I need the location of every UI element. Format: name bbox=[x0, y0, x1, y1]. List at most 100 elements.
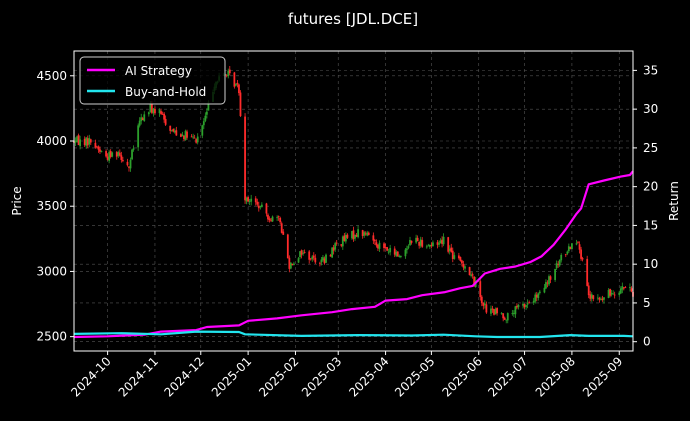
candle-body bbox=[589, 294, 592, 299]
candle-body bbox=[335, 242, 338, 244]
candle-body bbox=[126, 161, 129, 166]
price-candles bbox=[73, 65, 634, 324]
candle-body bbox=[205, 111, 208, 115]
candle-body bbox=[560, 254, 563, 261]
left-tick-label: 4500 bbox=[36, 69, 67, 83]
candle-body bbox=[399, 255, 402, 257]
candle-body bbox=[83, 138, 86, 145]
candle-body bbox=[141, 118, 144, 121]
candle-body bbox=[503, 317, 506, 320]
candle-body bbox=[288, 257, 291, 269]
right-tick-label: 15 bbox=[643, 218, 658, 232]
candle-body bbox=[309, 258, 312, 260]
candle-body bbox=[571, 243, 573, 250]
candle-body bbox=[622, 287, 625, 289]
candle-body bbox=[260, 204, 263, 207]
candle-body bbox=[74, 140, 77, 143]
candle-body bbox=[160, 111, 162, 115]
candle-body bbox=[430, 244, 433, 246]
candle-body bbox=[99, 149, 101, 152]
candle-body bbox=[546, 282, 549, 284]
right-tick-label: 35 bbox=[643, 63, 658, 77]
candle-body bbox=[471, 274, 474, 276]
candle-body bbox=[299, 251, 301, 258]
candle-body bbox=[549, 276, 552, 280]
candle-body bbox=[137, 125, 140, 148]
candle-body bbox=[280, 223, 283, 233]
candle-body bbox=[270, 219, 272, 221]
candle-body bbox=[132, 148, 135, 150]
candle-body bbox=[357, 229, 359, 238]
candle-body bbox=[271, 216, 274, 222]
candle-body bbox=[462, 263, 465, 268]
candle-body bbox=[480, 296, 483, 304]
candle-body bbox=[86, 138, 89, 146]
candle-body bbox=[612, 293, 615, 295]
candle-body bbox=[76, 136, 78, 142]
candle-body bbox=[516, 306, 518, 308]
candle-body bbox=[173, 130, 176, 133]
candle-body bbox=[522, 303, 524, 306]
candle-body bbox=[406, 248, 408, 250]
candle-body bbox=[366, 232, 369, 236]
candle-body bbox=[97, 146, 100, 150]
candle-body bbox=[247, 196, 250, 202]
candle-body bbox=[416, 237, 419, 242]
candle-body bbox=[502, 313, 505, 319]
candle-body bbox=[548, 276, 550, 285]
candle-body bbox=[158, 110, 161, 114]
candle-body bbox=[567, 246, 570, 252]
candle-body bbox=[228, 69, 231, 74]
candle-body bbox=[613, 294, 616, 296]
candle-body bbox=[300, 250, 303, 255]
candle-body bbox=[629, 287, 631, 288]
candle-body bbox=[254, 198, 257, 203]
candle-body bbox=[248, 200, 251, 202]
candle-body bbox=[163, 113, 166, 120]
candle-body bbox=[375, 242, 378, 246]
series-line-buy-and-hold bbox=[73, 330, 634, 339]
candle-body bbox=[143, 114, 146, 121]
candle-body bbox=[289, 262, 292, 269]
candle-body bbox=[293, 263, 295, 266]
candle-body bbox=[355, 234, 358, 237]
candle-body bbox=[192, 136, 195, 138]
candle-body bbox=[367, 232, 370, 235]
candle-body bbox=[603, 297, 605, 300]
candle-body bbox=[630, 288, 633, 292]
candle-body bbox=[442, 236, 445, 245]
candle-body bbox=[303, 252, 306, 253]
candle-body bbox=[291, 263, 294, 266]
candle-body bbox=[618, 292, 621, 295]
candle-body bbox=[181, 134, 184, 137]
left-tick-label: 2500 bbox=[36, 330, 67, 344]
candle-body bbox=[118, 152, 121, 156]
candle-body bbox=[186, 131, 188, 138]
left-axis-label: Price bbox=[10, 186, 24, 215]
right-y-axis: 0 5 10 15 20 25 30 35 bbox=[633, 63, 658, 349]
candle-body bbox=[170, 129, 173, 131]
candle-body bbox=[473, 276, 476, 286]
candle-body bbox=[180, 134, 182, 137]
candle-body bbox=[105, 151, 107, 157]
candle-body bbox=[493, 309, 495, 315]
candle-body bbox=[302, 252, 304, 254]
candle-body bbox=[525, 305, 527, 307]
candle-body bbox=[609, 288, 611, 296]
chart-title: futures [JDL.DCE] bbox=[288, 10, 418, 28]
candle-body bbox=[441, 239, 443, 244]
candle-body bbox=[183, 135, 185, 140]
candle-body bbox=[77, 135, 80, 146]
candle-body bbox=[619, 288, 622, 294]
candle-body bbox=[190, 136, 193, 138]
candle-body bbox=[554, 268, 557, 280]
candle-body bbox=[343, 235, 346, 241]
candle-body bbox=[523, 304, 526, 308]
candle-body bbox=[322, 257, 324, 261]
candle-body bbox=[421, 240, 424, 247]
candle-body bbox=[432, 242, 434, 247]
candle-body bbox=[453, 255, 456, 259]
candle-body bbox=[581, 258, 584, 260]
candle-body bbox=[496, 307, 498, 314]
candle-body bbox=[354, 234, 356, 239]
